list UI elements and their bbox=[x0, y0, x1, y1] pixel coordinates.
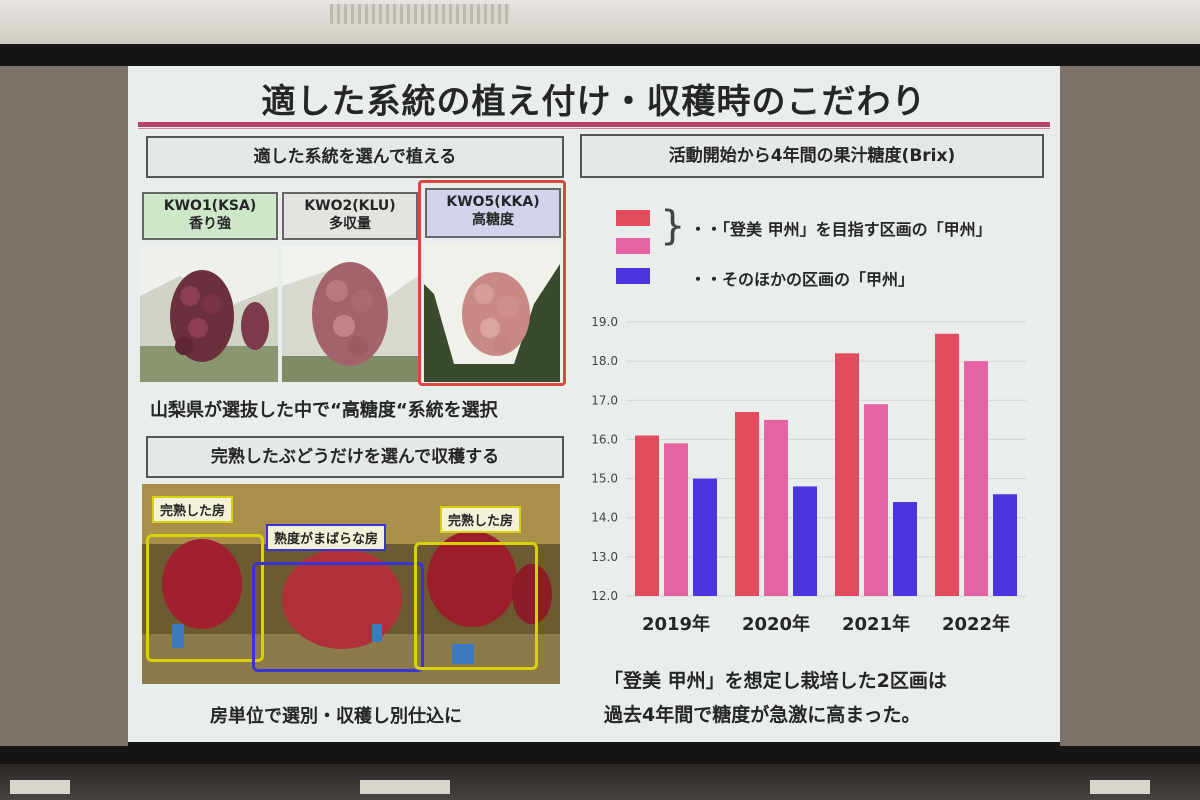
y-tick-label: 12.0 bbox=[591, 589, 618, 603]
legend-text-group: ・・「登美 甲州」を目指す区画の「甲州」 bbox=[690, 220, 992, 239]
conclusion-line-1: 「登美 甲州」を想定し栽培した2区画は bbox=[604, 670, 947, 692]
variety-label-kwo1: KWO1(KSA) 香り強 bbox=[142, 192, 278, 240]
y-tick-label: 16.0 bbox=[591, 432, 618, 446]
legend-text-other: ・・そのほかの区画の「甲州」 bbox=[690, 270, 915, 289]
section-header-harvest: 完熟したぶどうだけを選んで収穫する bbox=[146, 436, 564, 478]
grape-photo-kwo5 bbox=[424, 244, 560, 382]
variety-code: KWO2(KLU) bbox=[304, 198, 396, 214]
section-header-planting: 適した系統を選んで植える bbox=[146, 136, 564, 178]
y-tick-label: 15.0 bbox=[591, 472, 618, 486]
bar bbox=[935, 333, 959, 596]
y-tick-label: 18.0 bbox=[591, 354, 618, 368]
bar bbox=[735, 412, 759, 596]
variety-label-kwo5: KWO5(KKA) 高糖度 bbox=[425, 188, 561, 238]
bar bbox=[993, 494, 1017, 596]
bar bbox=[793, 486, 817, 596]
grape-photo-kwo1 bbox=[140, 246, 278, 382]
variety-label-kwo2: KWO2(KLU) 多収量 bbox=[282, 192, 418, 240]
bar bbox=[693, 478, 717, 596]
overlay-label-ripe: 完熟した房 bbox=[152, 496, 234, 523]
x-tick-label: 2022年 bbox=[942, 613, 1010, 635]
y-tick-label: 14.0 bbox=[591, 511, 618, 525]
slide-title: 適した系統の植え付け・収穫時のこだわり bbox=[261, 82, 927, 122]
floor-lamp bbox=[1090, 780, 1150, 794]
overlay-label-ripe: 完熟した房 bbox=[440, 506, 522, 533]
uneven-bunch-box bbox=[252, 562, 424, 672]
y-tick-label: 19.0 bbox=[591, 315, 618, 329]
caption-high-sugar: 山梨県が選抜した中で“高糖度“系統を選択 bbox=[150, 400, 498, 421]
floor-lamp bbox=[360, 780, 450, 794]
overlay-label-uneven: 熟度がまばらな房 bbox=[266, 524, 387, 551]
caption-sort-harvest: 房単位で選別・収穫し別仕込に bbox=[210, 706, 462, 727]
variety-code: KWO5(KKA) bbox=[446, 194, 540, 210]
conclusion-line-2: 過去4年間で糖度が急激に高まった。 bbox=[604, 704, 921, 726]
title-underline-thin bbox=[138, 128, 1050, 129]
wall-left bbox=[0, 66, 128, 746]
presentation-slide: 適した系統の植え付け・収穫時のこだわり 適した系統を選んで植える KWO1(KS… bbox=[128, 66, 1060, 742]
variety-desc: 高糖度 bbox=[472, 212, 514, 228]
legend-swatch-blue bbox=[616, 268, 650, 284]
legend-swatch-red bbox=[616, 210, 650, 226]
ripe-bunch-box bbox=[414, 542, 538, 670]
bar bbox=[764, 419, 788, 596]
y-tick-label: 17.0 bbox=[591, 393, 618, 407]
floor-lamp bbox=[10, 780, 70, 794]
brix-bar-chart: 12.0 13.0 14.0 15.0 16.0 17.0 18.0 19.0 2019年 202… bbox=[591, 315, 1026, 635]
bar bbox=[635, 435, 659, 596]
floor bbox=[0, 764, 1200, 800]
variety-desc: 多収量 bbox=[329, 216, 371, 232]
variety-code: KWO1(KSA) bbox=[163, 198, 257, 214]
bar bbox=[835, 353, 859, 596]
bar bbox=[893, 502, 917, 596]
variety-desc: 香り強 bbox=[189, 216, 231, 232]
ripe-bunch-box bbox=[146, 534, 264, 662]
highlight-frame bbox=[418, 180, 566, 386]
legend-swatch-pink bbox=[616, 238, 650, 254]
wall-right bbox=[1060, 66, 1200, 746]
ceiling-vent bbox=[330, 4, 510, 24]
section-header-brix: 活動開始から4年間の果汁糖度(Brix) bbox=[580, 134, 1044, 178]
x-tick-label: 2019年 bbox=[642, 613, 710, 635]
bar bbox=[964, 361, 988, 596]
y-tick-label: 13.0 bbox=[591, 550, 618, 564]
x-tick-label: 2021年 bbox=[842, 613, 910, 635]
bar bbox=[864, 404, 888, 596]
ceiling bbox=[0, 0, 1200, 44]
title-underline bbox=[138, 122, 1050, 127]
x-tick-label: 2020年 bbox=[742, 613, 810, 635]
legend-brace: } bbox=[660, 203, 686, 249]
bar bbox=[664, 443, 688, 596]
grape-photo-kwo2 bbox=[282, 246, 418, 382]
